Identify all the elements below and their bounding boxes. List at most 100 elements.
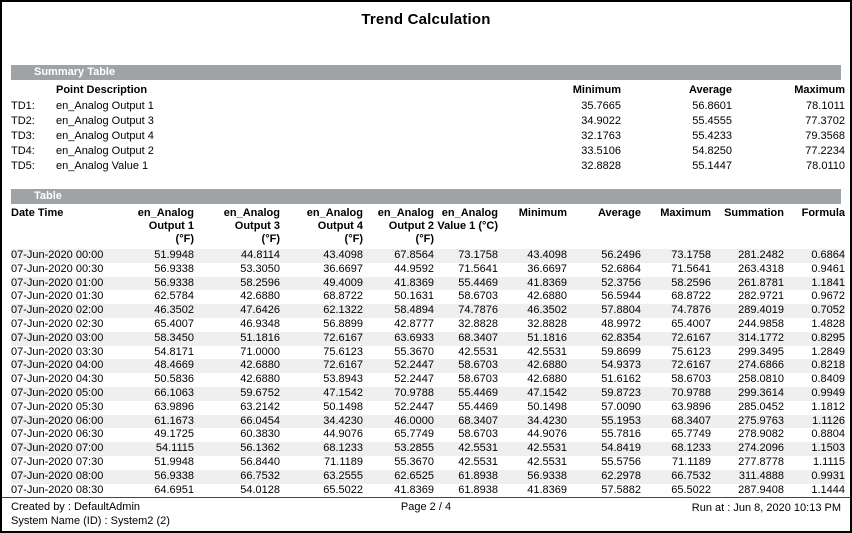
- table-cell: 63.6933: [363, 331, 434, 346]
- table-cell: 68.1233: [641, 442, 711, 456]
- table-cell: 0.9461: [811, 262, 845, 275]
- table-cell: 274.6866: [711, 359, 784, 374]
- column-header-0: [11, 83, 56, 99]
- table-cell: 43.4098: [280, 249, 363, 263]
- table-cell: 66.7532: [194, 469, 280, 484]
- table-cell: 0.9949: [784, 386, 845, 401]
- table-cell: 62.1322: [280, 304, 363, 318]
- table-cell: 55.4469: [458, 400, 498, 413]
- table-row: 07-Jun-2020 05:30 63.9896 63.2142 50.1498 52…: [11, 401, 845, 415]
- run-at-label: Run at : Jun 8, 2020 10:13 PM: [691, 502, 841, 514]
- table-cell: 70.9788: [641, 386, 711, 401]
- column-header-1: Point Description: [56, 84, 148, 96]
- table-row: TD3: en_Analog Output 4 32.1763 55.4233 79.3…: [11, 129, 845, 144]
- table-cell: 58.6703: [434, 359, 498, 374]
- table-cell: en_Analog Output 2: [56, 145, 154, 157]
- table-cell: 51.9948: [115, 249, 194, 263]
- table-cell: 56.2496: [567, 249, 641, 263]
- column-header-3: Average: [688, 84, 732, 96]
- table-cell: 07-Jun-2020 07:00: [11, 442, 115, 456]
- table-cell: 51.9948: [154, 455, 194, 468]
- table-row: 07-Jun-2020 04:00 48.4669 42.6880 72.6167 52…: [11, 359, 845, 374]
- table-cell: 299.3614: [711, 386, 784, 401]
- table-cell: 32.8828: [458, 317, 498, 330]
- table-cell: 55.4469: [434, 386, 498, 401]
- table-cell: 52.2447: [394, 373, 434, 386]
- trend-data-table: Date Time en_Analog Output 1 (°F) en_Analog O…: [11, 206, 845, 497]
- table-cell: 07-Jun-2020 03:00: [11, 331, 115, 346]
- table-cell: 36.6697: [323, 262, 363, 275]
- table-cell: 71.1189: [672, 455, 711, 468]
- table-cell: 47.6426: [194, 304, 280, 318]
- table-cell: 289.4019: [711, 304, 784, 318]
- table-cell: 54.8419: [567, 442, 641, 456]
- table-cell: 68.8722: [671, 290, 711, 303]
- table-cell: 62.2978: [567, 469, 641, 484]
- table-cell: 299.3495: [738, 345, 784, 358]
- table-cell: 47.1542: [280, 386, 363, 401]
- table-row: 07-Jun-2020 01:00 56.9338 58.2596 49.4009 41…: [11, 276, 845, 291]
- column-header-3: en_Analog Output 4 (°F): [306, 207, 363, 245]
- table-cell: 0.8295: [784, 331, 845, 346]
- table-cell: 57.0090: [601, 400, 641, 413]
- table-cell: 287.9408: [738, 483, 784, 496]
- table-cell: en_Analog Output 4: [56, 130, 154, 142]
- table-cell: 0.8218: [784, 359, 845, 374]
- table-cell: 78.0110: [806, 160, 845, 172]
- table-row: 07-Jun-2020 08:30 64.6951 54.0128 65.5022 41…: [11, 484, 845, 498]
- table-cell: 49.1725: [154, 428, 194, 441]
- table-cell: 60.3830: [240, 428, 280, 441]
- table-cell: 36.6697: [527, 262, 567, 275]
- table-cell: 34.4230: [498, 414, 567, 429]
- table-cell: 56.9338: [498, 469, 567, 484]
- table-cell: 261.8781: [711, 276, 784, 291]
- table-cell: 32.8828: [527, 317, 567, 330]
- table-cell: 07-Jun-2020 01:00: [11, 276, 115, 291]
- table-cell: 72.6167: [280, 359, 363, 374]
- table-row: 07-Jun-2020 01:30 62.5784 42.6880 68.8722 50…: [11, 290, 845, 304]
- table-cell: 65.7749: [394, 428, 434, 441]
- table-cell: TD5:: [11, 160, 35, 172]
- table-cell: 68.1233: [280, 442, 363, 456]
- table-row: 07-Jun-2020 00:30 56.9338 53.3050 36.6697 44…: [11, 263, 845, 277]
- table-cell: 42.5531: [527, 455, 567, 468]
- table-cell: 68.3407: [641, 414, 711, 429]
- table-row: 07-Jun-2020 07:00 54.1115 56.1362 68.1233 53…: [11, 442, 845, 456]
- table-cell: 42.5531: [458, 345, 498, 358]
- page-indicator: Page 2 / 4: [400, 501, 452, 513]
- table-cell: 1.1841: [784, 276, 845, 291]
- table-cell: 68.8722: [323, 290, 363, 303]
- table-header-row: Point Description Minimum Average Maximum: [11, 83, 845, 99]
- table-cell: 56.8899: [323, 317, 363, 330]
- table-cell: 66.0454: [194, 414, 280, 429]
- table-cell: 278.9082: [738, 428, 784, 441]
- column-header-9: Summation: [724, 207, 784, 219]
- table-cell: 42.5531: [458, 455, 498, 468]
- table-cell: 77.2234: [805, 145, 845, 157]
- table-cell: 1.1503: [784, 442, 845, 456]
- table-cell: 42.5531: [527, 345, 567, 358]
- table-cell: en_Analog Output 3: [56, 115, 154, 127]
- table-cell: 59.6752: [194, 386, 280, 401]
- table-cell: 285.0452: [738, 400, 784, 413]
- table-cell: 58.2596: [641, 276, 711, 291]
- table-cell: 57.5882: [601, 483, 641, 496]
- table-cell: 54.8171: [154, 345, 194, 358]
- column-header-2: Minimum: [572, 84, 621, 96]
- table-cell: 311.4888: [711, 469, 784, 484]
- table-cell: 61.1673: [115, 414, 194, 429]
- table-cell: 0.8409: [811, 373, 845, 386]
- table-cell: 71.0000: [240, 345, 280, 358]
- table-cell: 65.5022: [671, 483, 711, 496]
- table-cell: 74.7876: [434, 304, 498, 318]
- table-cell: 58.6703: [458, 428, 498, 441]
- table-cell: 56.5944: [601, 290, 641, 303]
- table-cell: 62.8354: [567, 331, 641, 346]
- table-cell: 07-Jun-2020 01:30: [11, 290, 104, 303]
- column-header-4: en_Analog Output 2 (°F): [377, 207, 434, 245]
- table-cell: 42.6880: [194, 359, 280, 374]
- table-cell: 51.1816: [194, 331, 280, 346]
- table-cell: 54.9373: [567, 359, 641, 374]
- table-cell: 52.2447: [394, 400, 434, 413]
- table-cell: 42.6880: [498, 359, 567, 374]
